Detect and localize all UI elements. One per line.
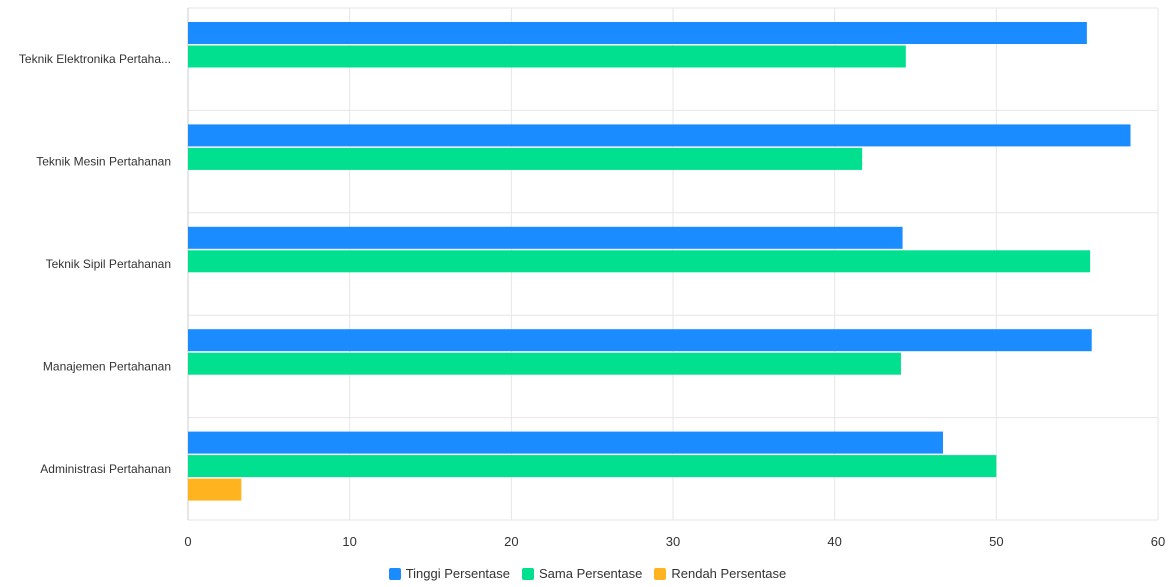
x-tick-label: 10 <box>342 534 356 549</box>
x-tick-label: 30 <box>666 534 680 549</box>
legend-swatch-tinggi <box>388 567 401 580</box>
bar-rendah <box>188 478 242 501</box>
bar-sama <box>188 147 863 170</box>
x-tick-label: 0 <box>184 534 191 549</box>
bar-tinggi <box>188 431 943 454</box>
legend-item-tinggi[interactable]: Tinggi Persentase <box>388 566 511 581</box>
category-label: Manajemen Pertahanan <box>43 359 171 373</box>
bar-tinggi <box>188 329 1092 352</box>
category-label: Teknik Mesin Pertahanan <box>36 155 171 169</box>
x-tick-label: 40 <box>827 534 841 549</box>
category-label: Teknik Elektronika Pertaha... <box>19 52 171 66</box>
legend-swatch-sama <box>522 567 535 580</box>
bar-tinggi <box>188 226 903 249</box>
bar-sama <box>188 455 997 478</box>
legend-label-sama: Sama Persentase <box>539 566 643 581</box>
x-tick-label: 60 <box>1151 534 1165 549</box>
category-label: Administrasi Pertahanan <box>40 462 171 476</box>
legend-label-tinggi: Tinggi Persentase <box>405 566 511 581</box>
x-tick-label: 50 <box>989 534 1003 549</box>
bar-sama <box>188 45 906 68</box>
bar-sama <box>188 352 901 375</box>
bar-tinggi <box>188 124 1131 147</box>
legend-item-sama[interactable]: Sama Persentase <box>522 566 642 581</box>
bar-chart: 0 10 20 30 40 50 60 Teknik Elektronika Pertaha.… <box>19 7 1165 549</box>
x-tick-label: 20 <box>504 534 518 549</box>
legend-item-rendah[interactable]: Rendah Persentase <box>654 566 786 581</box>
bar-tinggi <box>188 22 1087 44</box>
legend-label-rendah: Rendah Persentase <box>671 566 787 581</box>
legend: Tinggi Persentase Sama Persentase Rendah… <box>0 566 1175 581</box>
bar-sama <box>188 250 1091 273</box>
category-label: Teknik Sipil Pertahanan <box>46 257 171 271</box>
legend-swatch-rendah <box>654 567 667 580</box>
